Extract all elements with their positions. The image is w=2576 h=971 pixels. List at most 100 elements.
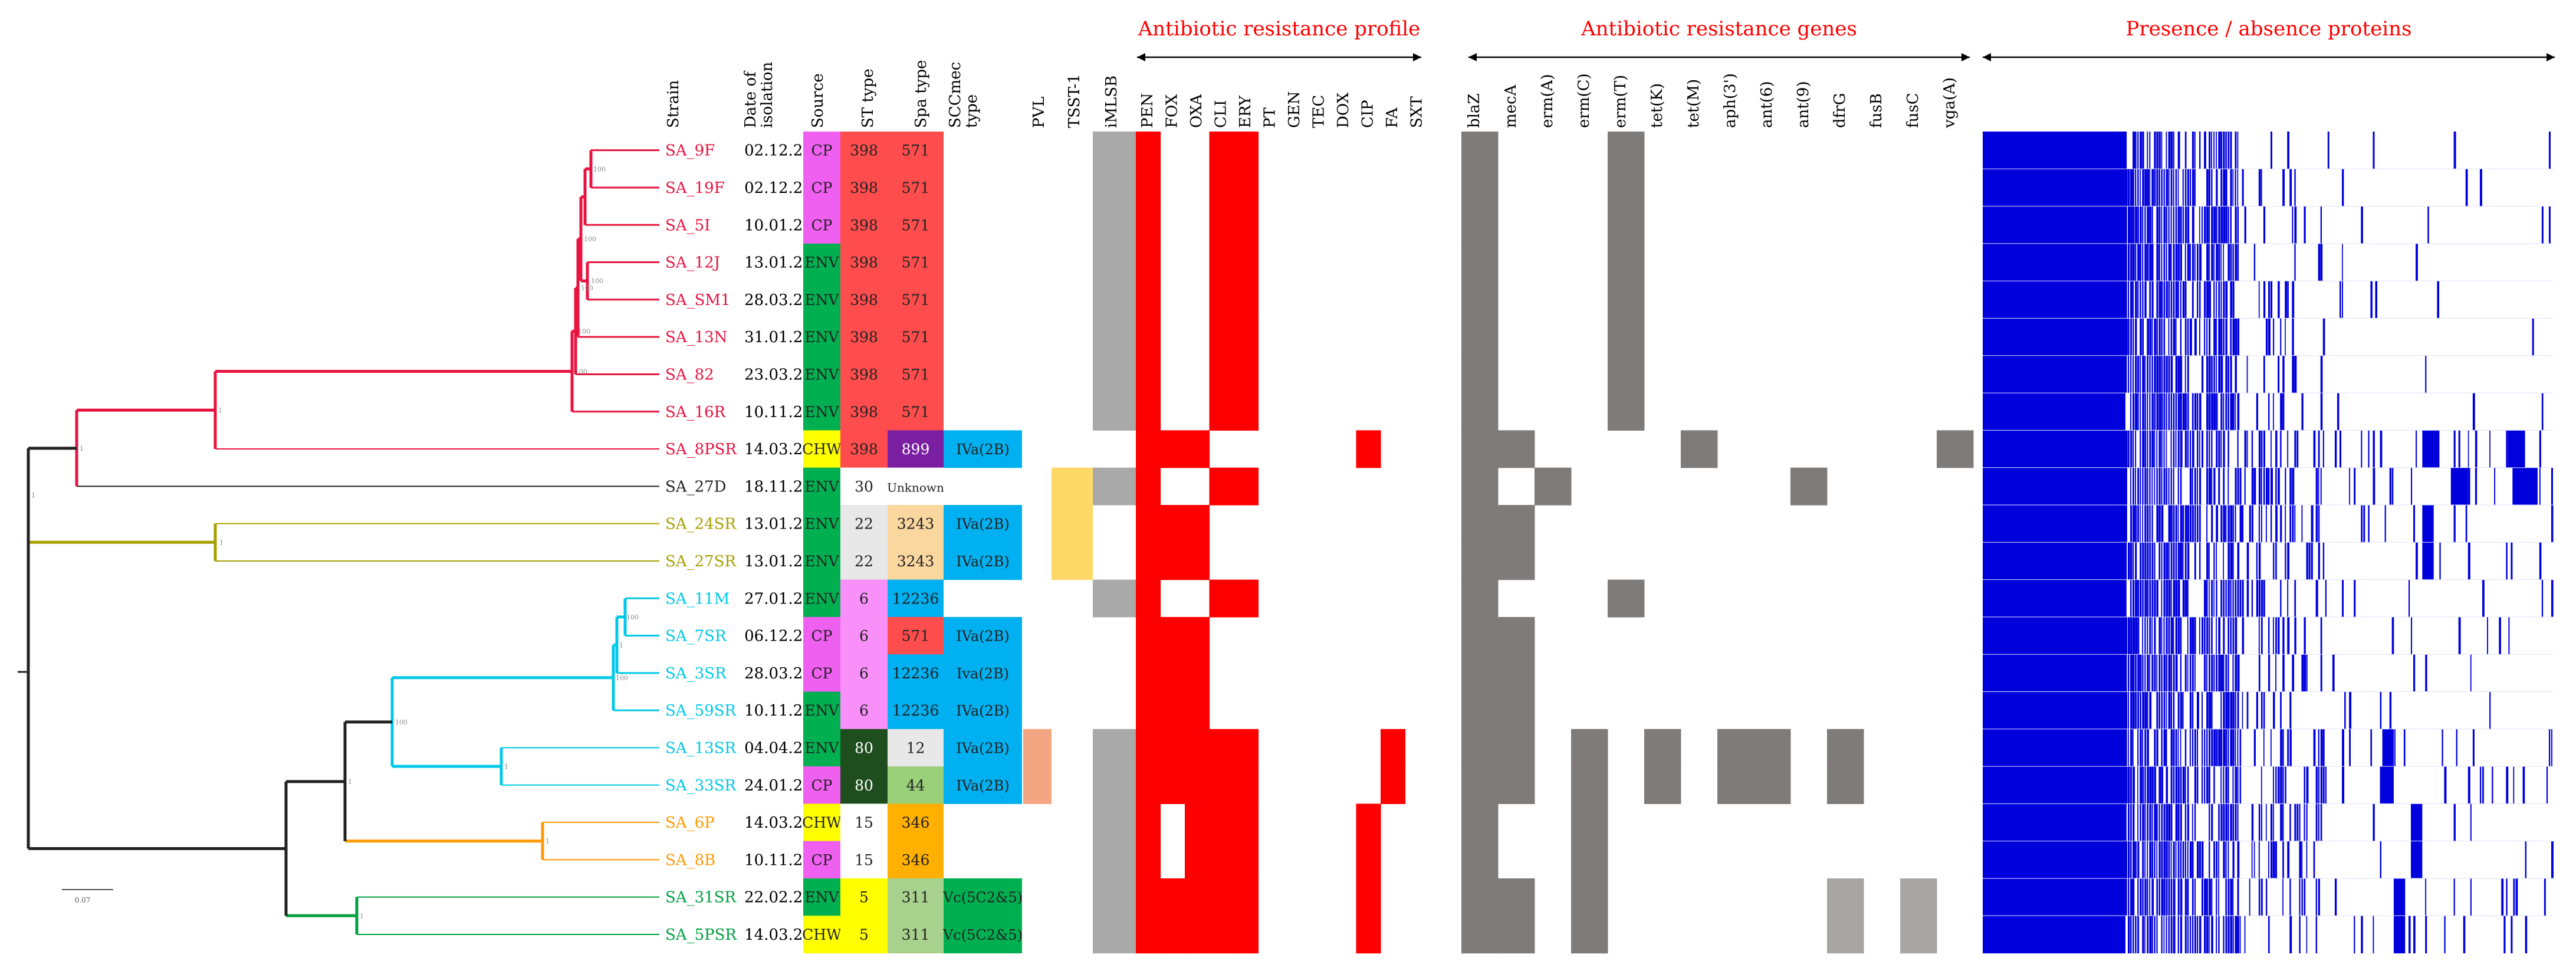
- protein-bar: [2453, 132, 2456, 169]
- protein-bar: [2271, 729, 2272, 767]
- protein-bar: [2144, 916, 2145, 954]
- protein-bar: [2206, 691, 2209, 730]
- protein-bar: [2368, 430, 2370, 468]
- protein-bar: [2271, 841, 2273, 879]
- protein-bar: [2218, 841, 2220, 879]
- protein-bar: [2199, 467, 2202, 506]
- protein-bar: [2251, 430, 2253, 468]
- protein-bar: [2320, 616, 2322, 655]
- protein-bar: [2479, 169, 2482, 207]
- protein-bar: [2197, 916, 2199, 954]
- protein-bar: [2285, 318, 2286, 356]
- protein-bar: [2263, 206, 2266, 244]
- protein-bar: [2158, 803, 2160, 842]
- protein-bar: [2180, 729, 2181, 767]
- protein-bar: [2170, 729, 2173, 767]
- protein-bar: [2137, 505, 2139, 543]
- gene-cell: [1644, 766, 1681, 804]
- protein-bar: [2130, 916, 2132, 954]
- protein-bar: [2223, 206, 2226, 244]
- protein-bar: [2282, 766, 2284, 804]
- date-label: 02.12.20: [744, 179, 813, 197]
- header-profile-pt: PT: [1261, 107, 1279, 128]
- protein-bar: [2177, 355, 2180, 393]
- protein-bar: [2154, 467, 2156, 506]
- protein-bar: [2213, 355, 2215, 393]
- spa-cell: [888, 169, 944, 207]
- gene-cell: [1498, 729, 1535, 767]
- protein-bar: [2199, 206, 2200, 244]
- protein-bar: [2225, 169, 2227, 207]
- protein-core-block: [1983, 430, 2125, 468]
- protein-core-block: [1983, 729, 2125, 767]
- protein-bar: [2125, 803, 2127, 842]
- protein-bar: [2156, 281, 2158, 319]
- protein-bar: [2263, 430, 2265, 468]
- protein-bar: [2211, 505, 2213, 543]
- gene-cell: [1498, 505, 1535, 543]
- protein-bar: [2168, 355, 2170, 393]
- protein-bar: [2130, 206, 2133, 244]
- protein-bar: [2223, 281, 2225, 319]
- protein-bar: [2296, 430, 2299, 468]
- protein-bar: [2197, 841, 2199, 879]
- header-date-line1: Date of: [742, 70, 760, 128]
- section-arrow-head-right: [1413, 53, 1421, 61]
- protein-bar: [2161, 355, 2163, 393]
- protein-bar: [2194, 467, 2196, 506]
- profile-cell: [1209, 318, 1234, 356]
- protein-bar: [2128, 318, 2130, 356]
- protein-bar: [2158, 654, 2161, 692]
- protein-bar: [2318, 766, 2319, 804]
- protein-bar: [2173, 430, 2175, 468]
- protein-bar: [2154, 169, 2156, 207]
- protein-bar: [2187, 505, 2190, 543]
- protein-bar: [2187, 841, 2189, 879]
- protein-bar: [2354, 916, 2355, 954]
- strain-label: SA_27D: [665, 478, 727, 496]
- protein-bar: [2289, 505, 2292, 543]
- protein-bar: [2244, 916, 2246, 954]
- protein-bar: [2230, 281, 2233, 319]
- gene-cell: [1608, 393, 1645, 431]
- protein-bar: [2218, 132, 2221, 169]
- protein-bar: [2202, 206, 2203, 244]
- protein-bar: [2191, 132, 2194, 169]
- protein-bar: [2133, 430, 2134, 468]
- spa-cell: [888, 206, 944, 244]
- protein-bar: [2170, 616, 2173, 655]
- protein-bar: [2163, 169, 2165, 207]
- protein-bar: [2191, 654, 2194, 692]
- protein-bar: [2209, 616, 2210, 655]
- protein-bar: [2209, 878, 2211, 916]
- protein-bar: [2144, 467, 2147, 506]
- protein-bar: [2204, 654, 2206, 692]
- sccmec-label: IVa(2B): [956, 516, 1010, 533]
- spa-label: 346: [902, 814, 930, 831]
- protein-bar: [2191, 281, 2194, 319]
- protein-bar: [2125, 691, 2128, 730]
- protein-bar: [2268, 281, 2271, 319]
- protein-bar: [2156, 393, 2159, 431]
- imlsb-cell: [1093, 132, 1136, 169]
- protein-bar: [2342, 169, 2344, 207]
- protein-bar: [2275, 542, 2277, 580]
- protein-bar: [2299, 878, 2301, 916]
- protein-bar: [2394, 729, 2396, 767]
- protein-bar: [2216, 505, 2219, 543]
- protein-bar: [2389, 467, 2391, 506]
- protein-bar: [2154, 318, 2157, 356]
- bootstrap-label: 1: [219, 539, 224, 546]
- protein-bar: [2342, 243, 2343, 281]
- source-cell: [803, 132, 840, 169]
- gene-cell: [1498, 691, 1535, 730]
- protein-bar: [2140, 542, 2142, 580]
- st-cell: [840, 505, 888, 543]
- profile-cell: [1136, 467, 1161, 506]
- protein-bar: [2168, 393, 2170, 431]
- protein-bar: [2156, 132, 2158, 169]
- protein-bar: [2144, 579, 2147, 618]
- sccmec-label: IVa(2B): [956, 553, 1010, 570]
- protein-bar: [2140, 505, 2141, 543]
